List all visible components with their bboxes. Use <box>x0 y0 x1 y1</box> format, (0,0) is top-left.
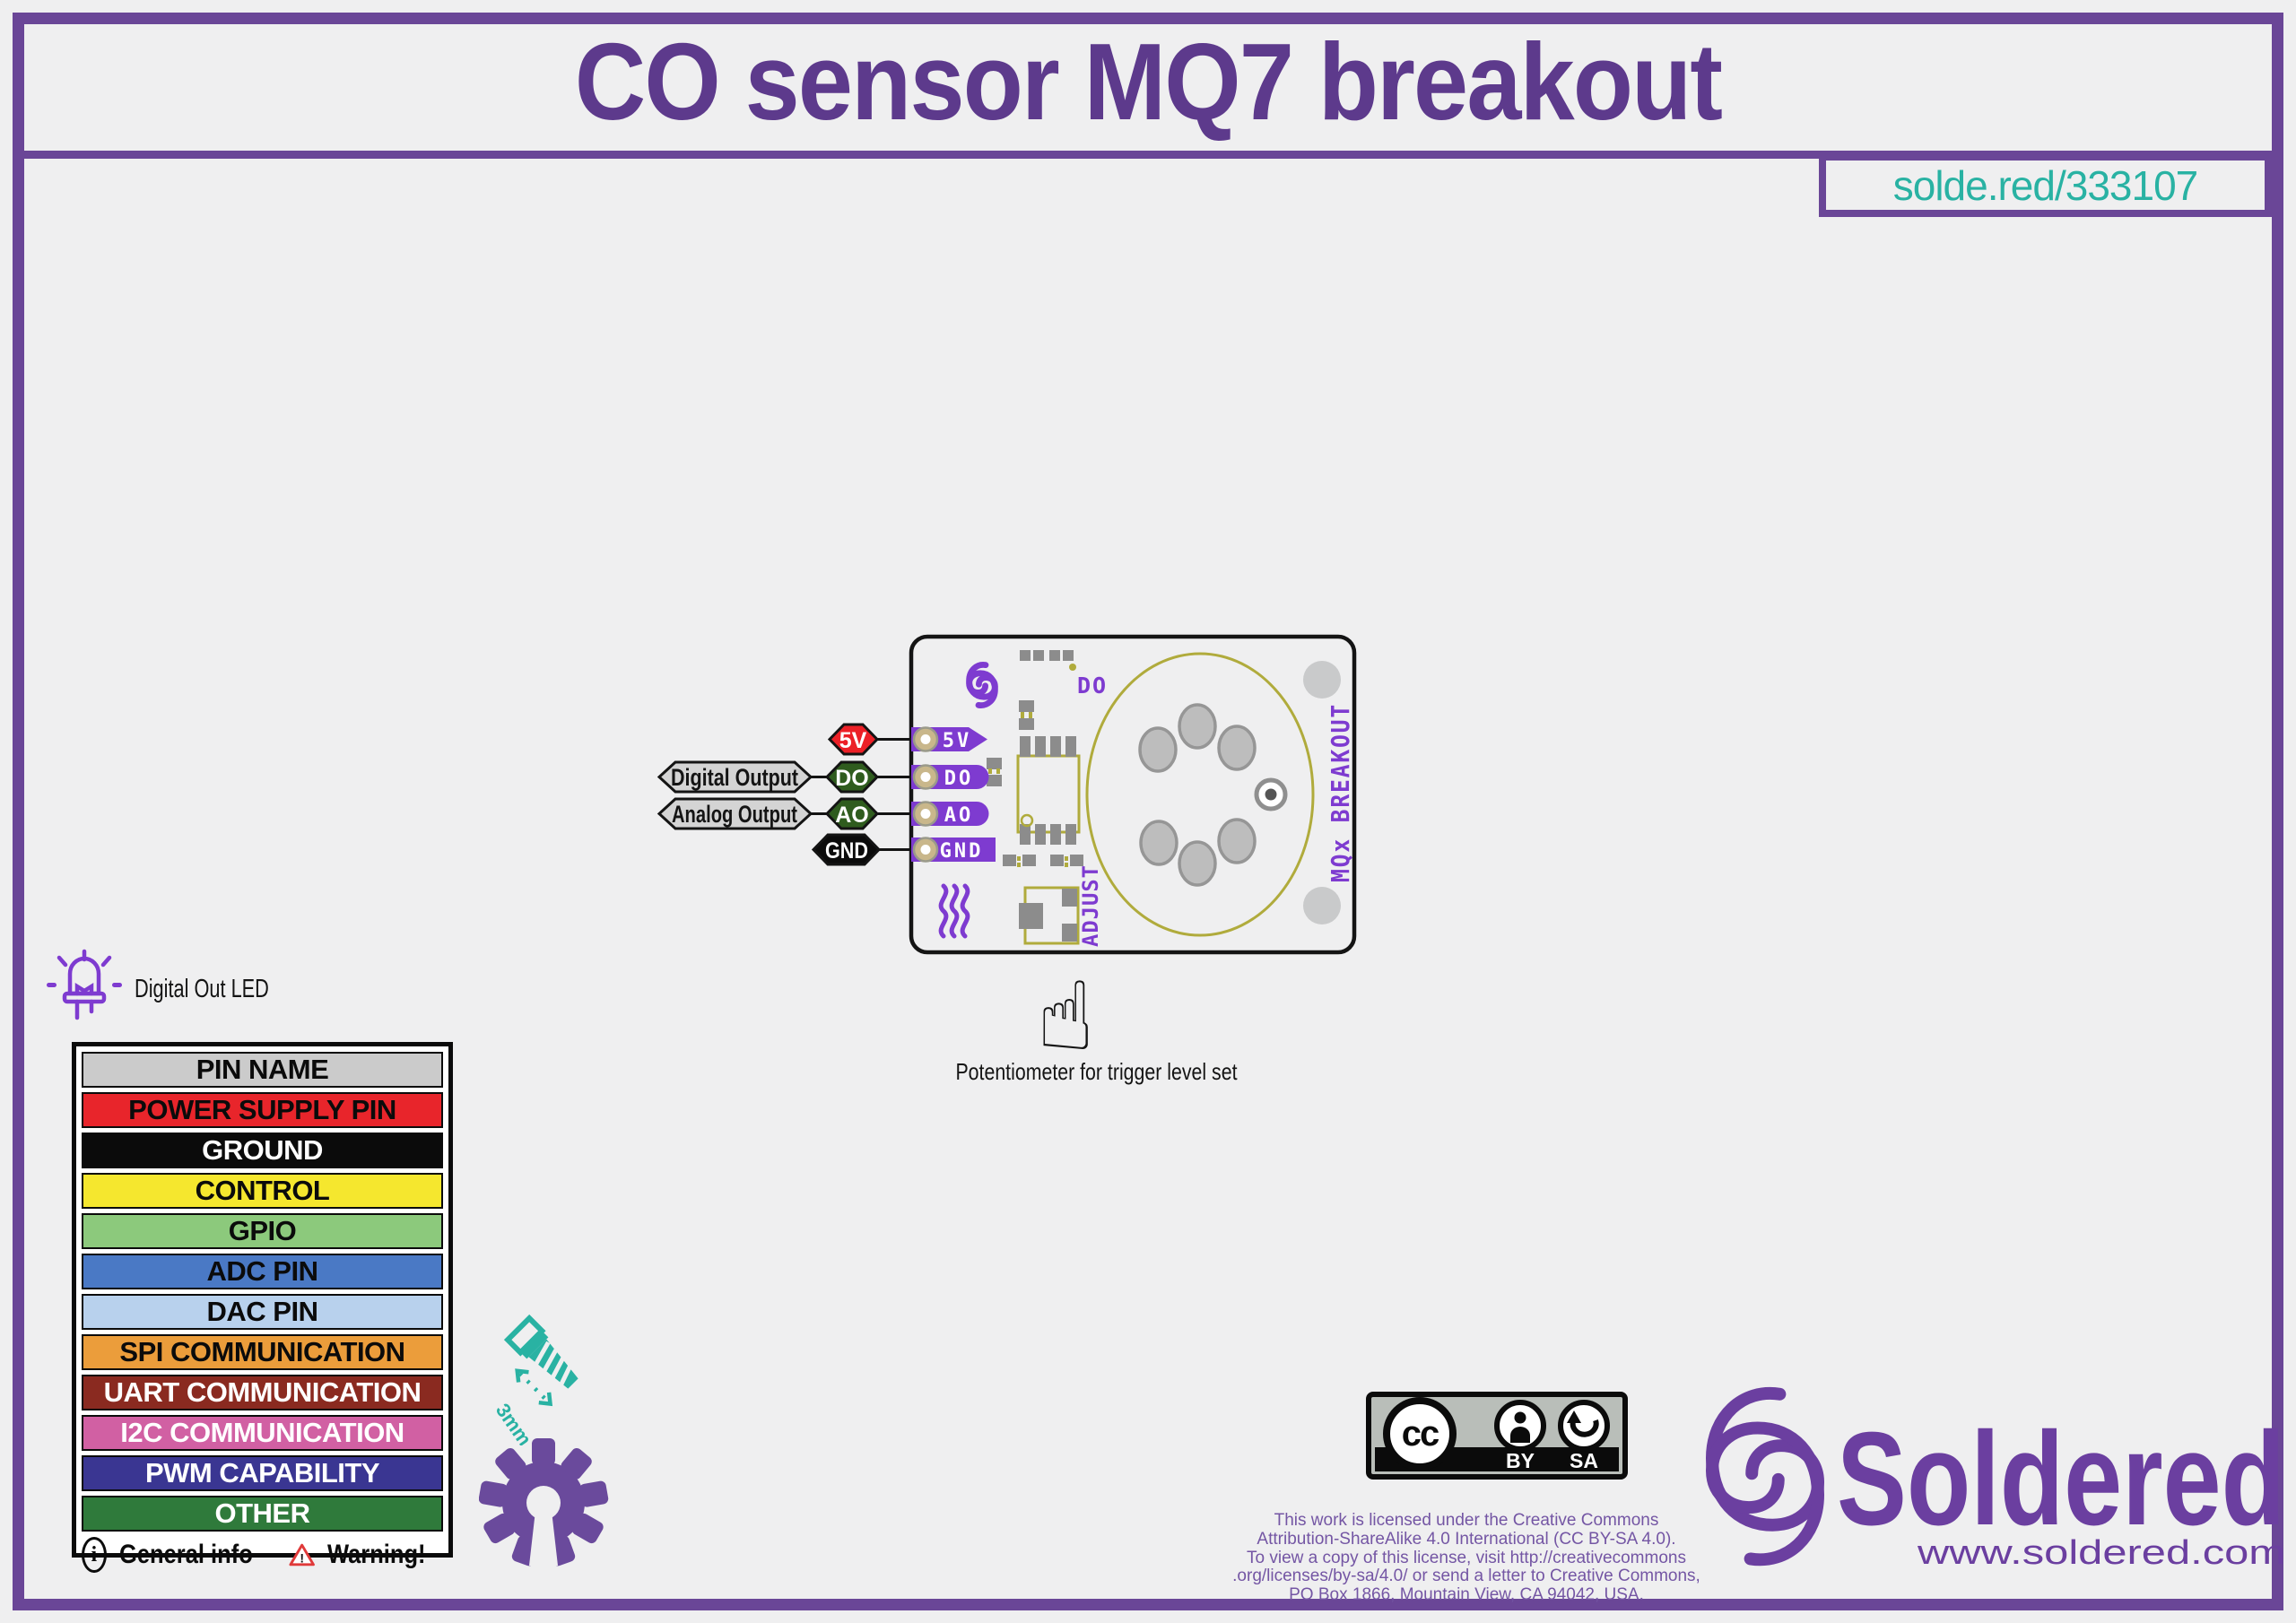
legend-row-other: OTHER <box>82 1496 443 1532</box>
heater-icon <box>938 883 970 939</box>
svg-text:5V: 5V <box>943 730 972 752</box>
svg-text:AO: AO <box>835 803 869 828</box>
legend-row-gpio: GPIO <box>82 1213 443 1249</box>
gnd-tag <box>811 833 882 866</box>
mount-pad-top <box>1303 661 1341 699</box>
general-info-label: General info <box>118 1540 253 1569</box>
cc-icon <box>1383 1397 1457 1471</box>
brand-wordmark: Soldered <box>1837 1405 2285 1553</box>
do-tag <box>824 760 880 794</box>
license-line: PO Box 1866, Mountain View, CA 94042, US… <box>1289 1585 1644 1605</box>
svg-text:DO: DO <box>944 768 974 790</box>
legend-row-ground: GROUND <box>82 1133 443 1168</box>
svg-text:Digital Output: Digital Output <box>671 764 798 791</box>
silk-breakout-label: MQx BREAKOUT <box>1326 703 1355 882</box>
brand-site[interactable]: www.soldered.com <box>1917 1534 2285 1572</box>
svg-text:!: ! <box>300 1550 304 1565</box>
screw-3mm-icon: 3mm <box>491 1314 578 1445</box>
page-title: CO sensor MQ7 breakout <box>574 21 1723 143</box>
soldered-logo-icon <box>1705 1386 1825 1567</box>
led-label: Digital Out LED <box>135 975 269 1003</box>
svg-text:BY: BY <box>1506 1449 1535 1472</box>
legend-info-row: i General info ! Warning! <box>82 1536 443 1574</box>
warning-label: Warning! <box>327 1540 426 1569</box>
page-frame <box>13 13 2283 1610</box>
legend-row-i2c: I2C COMMUNICATION <box>82 1415 443 1451</box>
legend-row-pwm: PWM CAPABILITY <box>82 1455 443 1491</box>
product-link-box[interactable]: solde.red/333107 <box>1819 153 2272 217</box>
svg-text:SA: SA <box>1570 1449 1598 1472</box>
license-line: .org/licenses/by-sa/4.0/ or send a lette… <box>1232 1567 1700 1586</box>
info-icon: i <box>82 1537 107 1573</box>
header-divider <box>24 151 2272 159</box>
license-text: This work is licensed under the Creative… <box>1229 1511 1704 1605</box>
silk-do-label: DO <box>1077 673 1108 699</box>
svg-text:5V: 5V <box>839 728 867 753</box>
legend-row-power: POWER SUPPLY PIN <box>82 1092 443 1128</box>
mount-pad-bottom <box>1303 887 1341 924</box>
5v-tag <box>827 723 880 756</box>
product-link[interactable]: solde.red/333107 <box>1892 161 2199 209</box>
board-diagram: Digital Output Analog Output 5V DO AO GN… <box>657 634 1357 1072</box>
license-line: This work is licensed under the Creative… <box>1274 1511 1659 1530</box>
ao-tag <box>824 797 880 830</box>
ic-footprint <box>1016 754 1081 834</box>
pointer-hand-icon: ☝ <box>1037 961 1095 1072</box>
svg-text:DO: DO <box>835 766 869 791</box>
legend-row-spi: SPI COMMUNICATION <box>82 1334 443 1370</box>
svg-text:GND: GND <box>825 838 868 864</box>
svg-text:GND: GND <box>940 840 984 863</box>
license-line: Attribution-ShareAlike 4.0 International… <box>1257 1529 1676 1549</box>
legend-row-pin-name: PIN NAME <box>82 1052 443 1088</box>
legend-row-dac: DAC PIN <box>82 1294 443 1330</box>
svg-text:Analog Output: Analog Output <box>672 801 797 828</box>
sa-icon <box>1558 1400 1610 1452</box>
digital-output-tag <box>657 760 813 794</box>
board-logo-icon <box>966 662 998 708</box>
license-line: To view a copy of this license, visit ht… <box>1247 1548 1686 1567</box>
svg-text:cc: cc <box>1402 1414 1439 1454</box>
silkscreen-labels: DO ADJUST MQx BREAKOUT <box>1077 673 1355 947</box>
callout-tags <box>657 723 882 866</box>
sensor-footprint <box>1085 652 1341 937</box>
callout-tag-labels: Digital Output Analog Output 5V DO AO GN… <box>671 728 869 864</box>
legend-table: PIN NAME POWER SUPPLY PIN GROUND CONTROL… <box>72 1042 453 1573</box>
soldered-logo: Soldered www.soldered.com <box>1705 1386 2285 1572</box>
by-icon <box>1494 1400 1546 1452</box>
led-icon <box>47 949 122 1020</box>
potentiometer-caption: Potentiometer for trigger level set <box>955 1058 1238 1085</box>
gear-icon <box>479 1438 609 1567</box>
warning-icon: ! <box>289 1543 315 1567</box>
silk-adjust-label: ADJUST <box>1078 864 1103 947</box>
svg-text:AO: AO <box>944 804 974 827</box>
legend-row-control: CONTROL <box>82 1173 443 1209</box>
pin-pads <box>912 726 939 863</box>
pin-connector-lines <box>811 738 926 851</box>
smd-components <box>987 650 1083 945</box>
legend-row-adc: ADC PIN <box>82 1254 443 1289</box>
cc-by-sa-badge: cc BY SA <box>1366 1392 1628 1480</box>
legend-row-uart: UART COMMUNICATION <box>82 1375 443 1410</box>
board-pin-labels: 5V DO AO GND <box>940 730 984 863</box>
analog-output-tag <box>657 797 813 830</box>
